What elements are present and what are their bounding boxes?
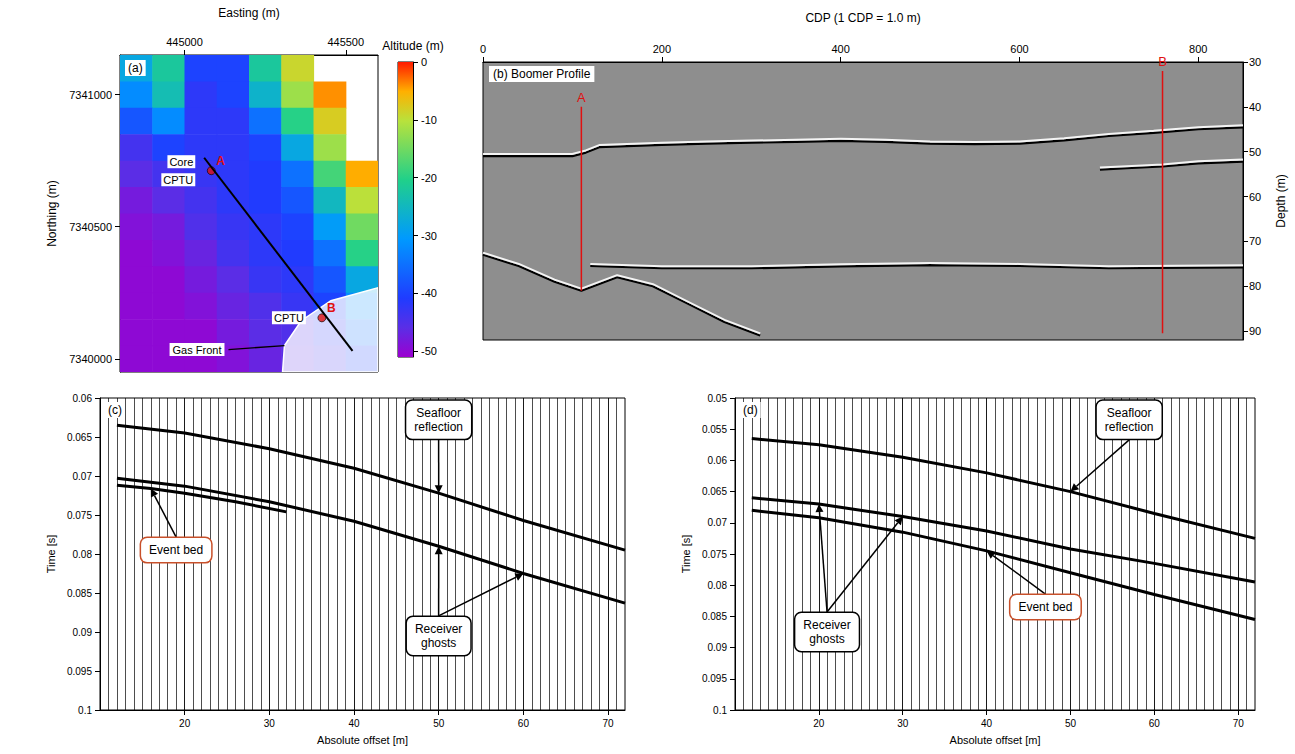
svg-text:0.075: 0.075	[702, 549, 727, 560]
svg-text:Absolute offset [m]: Absolute offset [m]	[950, 734, 1041, 746]
svg-text:60: 60	[1249, 191, 1261, 203]
svg-text:Time [s]: Time [s]	[680, 535, 692, 574]
svg-text:0.075: 0.075	[67, 510, 92, 521]
svg-text:445000: 445000	[166, 36, 203, 48]
svg-text:90: 90	[1249, 325, 1261, 337]
svg-text:20: 20	[179, 718, 191, 729]
svg-text:445500: 445500	[327, 36, 364, 48]
svg-text:0.065: 0.065	[702, 486, 727, 497]
svg-text:Receiver: Receiver	[803, 618, 850, 632]
svg-text:80: 80	[1249, 280, 1261, 292]
svg-text:(b) Boomer Profile: (b) Boomer Profile	[493, 67, 591, 81]
svg-text:Event bed: Event bed	[1018, 600, 1072, 614]
svg-text:70: 70	[1233, 718, 1245, 729]
svg-text:-20: -20	[421, 172, 437, 184]
svg-text:60: 60	[1149, 718, 1161, 729]
svg-text:Seafloor: Seafloor	[416, 406, 461, 420]
svg-text:40: 40	[1249, 101, 1261, 113]
svg-text:30: 30	[1249, 56, 1261, 68]
svg-text:reflection: reflection	[1105, 420, 1154, 434]
svg-text:0.085: 0.085	[67, 588, 92, 599]
svg-text:A: A	[577, 90, 586, 105]
svg-text:B: B	[327, 301, 336, 315]
svg-text:0.07: 0.07	[73, 471, 93, 482]
svg-text:CDP (1 CDP = 1.0 m): CDP (1 CDP = 1.0 m)	[805, 11, 920, 25]
svg-text:40: 40	[348, 718, 360, 729]
svg-text:0.06: 0.06	[708, 455, 728, 466]
svg-text:ghosts: ghosts	[421, 636, 456, 650]
svg-text:Seafloor: Seafloor	[1107, 406, 1152, 420]
svg-text:0.09: 0.09	[73, 627, 93, 638]
svg-text:0: 0	[480, 43, 486, 55]
svg-text:0.09: 0.09	[708, 642, 728, 653]
svg-text:Absolute offset [m]: Absolute offset [m]	[317, 734, 408, 746]
svg-text:Time [s]: Time [s]	[45, 535, 57, 574]
svg-text:7341000: 7341000	[69, 89, 112, 101]
svg-text:200: 200	[653, 43, 671, 55]
svg-text:-50: -50	[421, 345, 437, 357]
svg-text:30: 30	[897, 718, 909, 729]
svg-text:Easting (m): Easting (m)	[218, 6, 279, 20]
svg-text:(d): (d)	[743, 403, 758, 417]
svg-text:0.07: 0.07	[708, 517, 728, 528]
svg-text:7340000: 7340000	[69, 353, 112, 365]
svg-text:Northing (m): Northing (m)	[45, 180, 59, 247]
svg-text:0.1: 0.1	[78, 705, 92, 716]
svg-text:70: 70	[603, 718, 615, 729]
svg-text:-10: -10	[421, 114, 437, 126]
svg-text:0.055: 0.055	[702, 424, 727, 435]
svg-text:Core: Core	[169, 156, 193, 168]
svg-text:0.065: 0.065	[67, 432, 92, 443]
svg-text:0.085: 0.085	[702, 611, 727, 622]
svg-text:-30: -30	[421, 230, 437, 242]
svg-text:Gas Front: Gas Front	[173, 344, 222, 356]
svg-text:reflection: reflection	[414, 420, 463, 434]
svg-text:CPTU: CPTU	[163, 174, 193, 186]
svg-text:20: 20	[813, 718, 825, 729]
svg-text:0: 0	[421, 56, 427, 68]
svg-text:Receiver: Receiver	[415, 622, 462, 636]
svg-text:(a): (a)	[128, 61, 143, 75]
svg-text:0.095: 0.095	[702, 673, 727, 684]
svg-text:B: B	[1158, 54, 1167, 69]
svg-text:CPTU: CPTU	[274, 312, 304, 324]
svg-text:0.095: 0.095	[67, 666, 92, 677]
svg-text:ghosts: ghosts	[809, 632, 844, 646]
svg-text:800: 800	[1189, 43, 1207, 55]
svg-text:50: 50	[433, 718, 445, 729]
svg-text:60: 60	[518, 718, 530, 729]
svg-text:0.06: 0.06	[73, 393, 93, 404]
svg-text:30: 30	[264, 718, 276, 729]
svg-text:-40: -40	[421, 287, 437, 299]
svg-text:40: 40	[981, 718, 993, 729]
svg-text:0.1: 0.1	[713, 705, 727, 716]
svg-text:0.08: 0.08	[708, 580, 728, 591]
svg-text:A: A	[216, 154, 225, 168]
svg-text:Event bed: Event bed	[149, 543, 203, 557]
svg-text:600: 600	[1010, 43, 1028, 55]
svg-text:0.08: 0.08	[73, 549, 93, 560]
svg-text:0.05: 0.05	[708, 393, 728, 404]
svg-text:Altitude (m): Altitude (m)	[382, 39, 443, 53]
svg-text:(c): (c)	[108, 403, 122, 417]
svg-text:Depth (m): Depth (m)	[1274, 174, 1288, 227]
svg-text:70: 70	[1249, 235, 1261, 247]
svg-text:400: 400	[831, 43, 849, 55]
svg-text:50: 50	[1065, 718, 1077, 729]
svg-text:50: 50	[1249, 146, 1261, 158]
svg-text:7340500: 7340500	[69, 221, 112, 233]
